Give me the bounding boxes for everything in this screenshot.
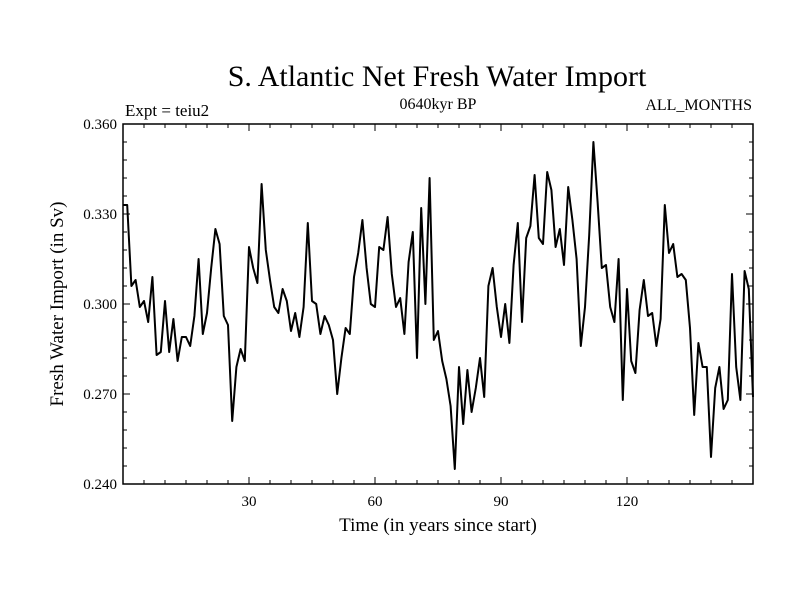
y-tick-label-2: 0.300 (83, 297, 117, 313)
series-line-0 (123, 141, 754, 470)
x-tick-label-120: 120 (616, 494, 639, 510)
y-tick-label-1: 0.270 (83, 387, 117, 403)
x-tick-label-60: 60 (368, 494, 383, 510)
plot-frame (122, 123, 754, 485)
chart-subtitle-right: ALL_MONTHS (645, 97, 752, 114)
series-layer (123, 141, 754, 470)
x-axis-label: Time (in years since start) (339, 515, 537, 536)
x-tick-label-90: 90 (494, 494, 509, 510)
chart-subtitle-center: 0640kyr BP (400, 96, 477, 113)
chart-title: S. Atlantic Net Fresh Water Import (228, 60, 647, 93)
y-tick-label-3: 0.330 (83, 207, 117, 223)
x-tick-label-30: 30 (242, 494, 257, 510)
y-tick-label-4: 0.360 (83, 117, 117, 133)
chart-subtitle-left: Expt = teiu2 (125, 101, 209, 120)
y-tick-label-0: 0.240 (83, 477, 117, 493)
y-axis-label: Fresh Water Import (in Sv) (47, 202, 68, 407)
